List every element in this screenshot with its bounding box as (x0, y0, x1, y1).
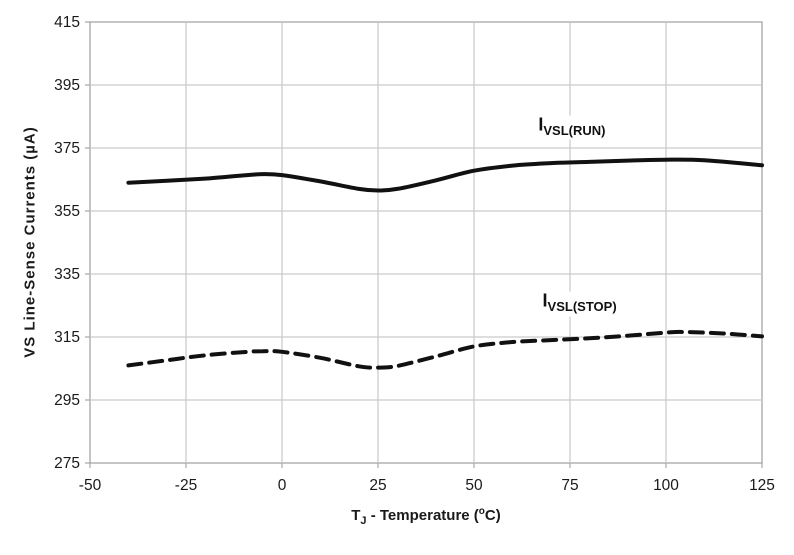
x-axis-title-suffix: C) (484, 507, 501, 524)
series-curve-run (126, 157, 764, 193)
y-tick-label: 355 (54, 203, 80, 220)
series-curve-stop (126, 329, 764, 370)
x-axis-title-mid: - Temperature ( (366, 507, 479, 524)
y-tick-label: 295 (54, 392, 80, 409)
plot-area (89, 21, 763, 464)
y-tick-label: 395 (54, 77, 80, 94)
x-tick-label: 0 (278, 477, 287, 494)
y-axis-title: VS Line-Sense Currents (µA) (21, 126, 39, 358)
y-tick-label: 415 (54, 14, 80, 31)
y-tick-label: 375 (54, 140, 80, 157)
x-tick-label: 75 (561, 477, 578, 494)
series-label-run-subscript: VSL(RUN) (543, 122, 606, 138)
y-tick-label: 275 (54, 455, 80, 472)
series-label-stop-symbol: I (542, 290, 548, 311)
x-axis-title: TJ - Temperature (oC) (90, 506, 762, 527)
x-tick-label: -50 (79, 477, 102, 494)
x-tick-label: 50 (465, 477, 483, 494)
series-label-stop: IVSL(STOP) (537, 290, 622, 317)
x-tick-label: 25 (369, 477, 386, 494)
x-axis-title-sub: J (360, 515, 367, 527)
y-tick-label: 335 (54, 266, 80, 283)
x-axis-title-prefix: T (351, 507, 361, 524)
degree-superscript: o (478, 506, 485, 517)
x-tick-label: 125 (749, 477, 775, 494)
series-label-run: IVSL(RUN) (533, 114, 611, 140)
series-label-run-symbol: I (538, 114, 544, 135)
y-tick-label: 315 (54, 329, 80, 346)
x-tick-label: 100 (653, 477, 679, 494)
series-label-stop-subscript: VSL(STOP) (547, 299, 617, 315)
x-tick-label: -25 (175, 477, 197, 494)
